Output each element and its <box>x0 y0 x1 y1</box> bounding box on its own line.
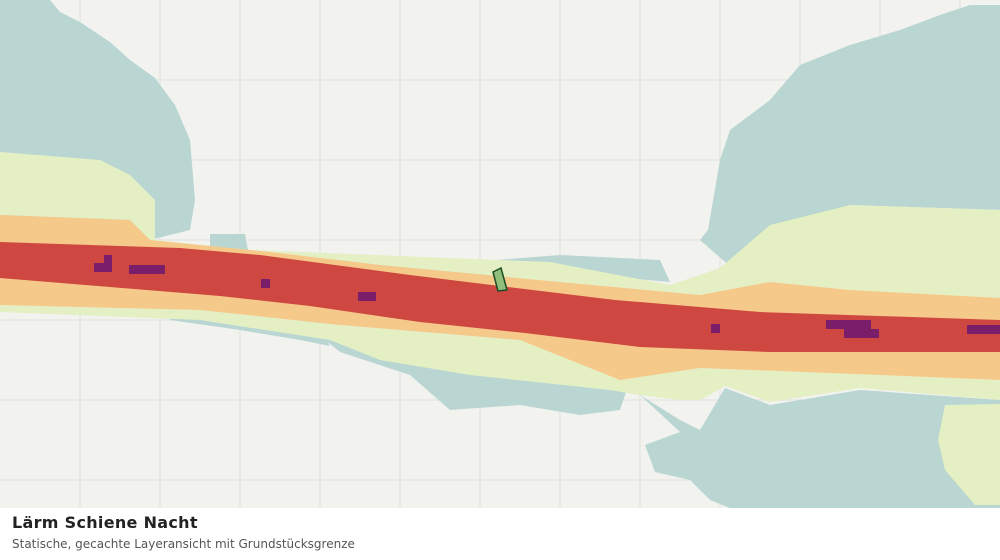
layer-title: Lärm Schiene Nacht <box>12 513 198 532</box>
noise-zone-very-high <box>94 255 1000 338</box>
layer-subtitle: Statische, gecachte Layeransicht mit Gru… <box>12 537 355 551</box>
caption-panel: Lärm Schiene Nacht Statische, gecachte L… <box>0 508 1000 560</box>
noise-zone-high <box>0 242 1000 352</box>
noise-zone-medium-low <box>0 152 1000 505</box>
parcel-boundary <box>492 266 508 292</box>
